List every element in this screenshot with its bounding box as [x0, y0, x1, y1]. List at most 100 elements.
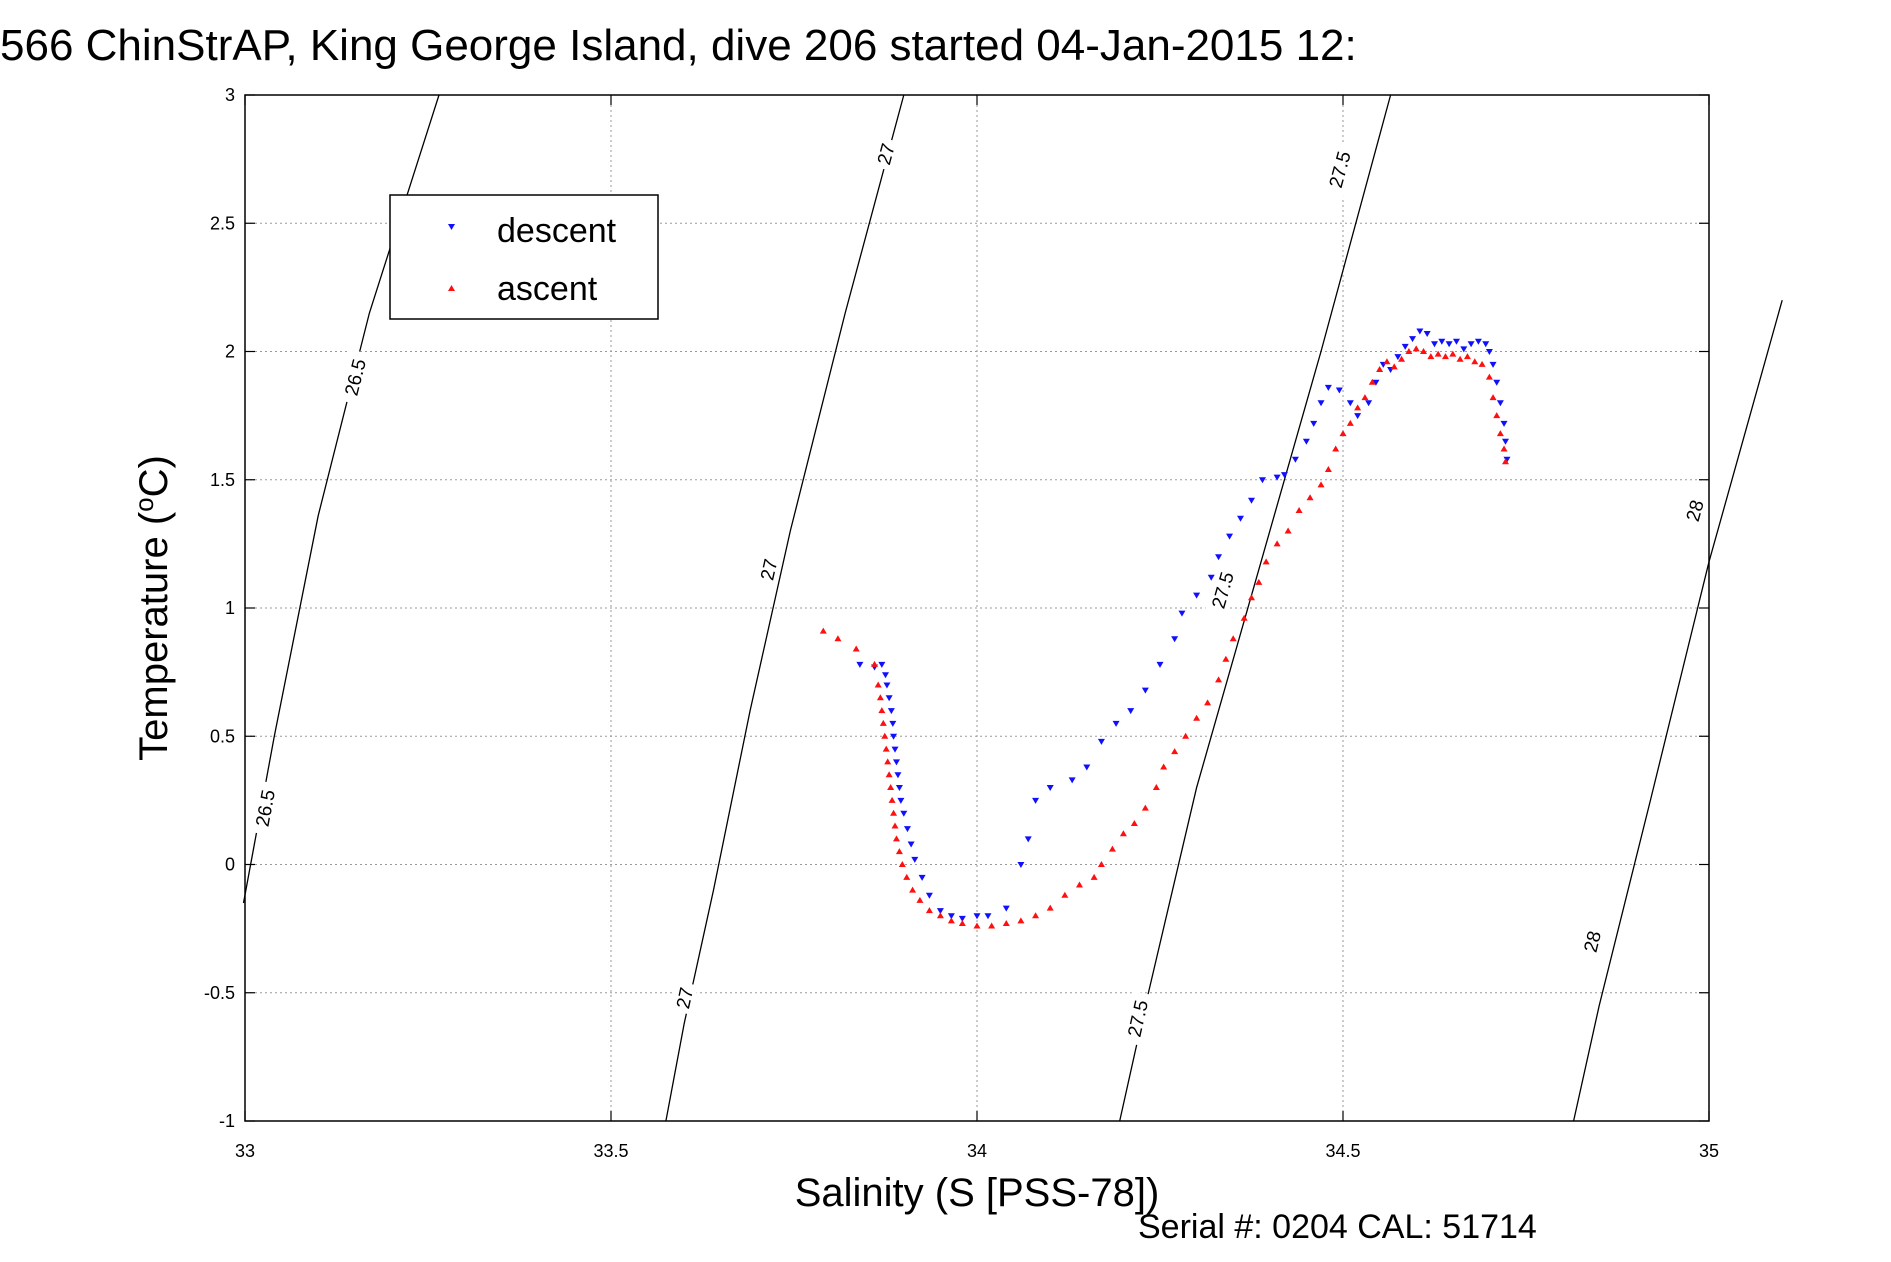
descent-point: [1302, 438, 1310, 445]
ascent-point: [1478, 360, 1486, 367]
descent-point: [882, 672, 889, 679]
descent-point: [1171, 636, 1179, 643]
ascent-point: [988, 922, 996, 929]
isopycnal-label-bg: [1679, 493, 1709, 528]
descent-point: [973, 913, 981, 920]
isopycnal-label-text: 28: [1581, 929, 1606, 955]
descent-point: [1258, 477, 1266, 484]
y-axis-label: Temperature (oC): [129, 455, 176, 761]
ascent-point: [1002, 919, 1010, 926]
legend-box: [389, 194, 659, 320]
descent-point: [1083, 764, 1091, 771]
ascent-point: [1502, 458, 1510, 465]
ascent-point: [1368, 378, 1376, 385]
ascent-series: [819, 345, 1510, 929]
descent-point: [1474, 338, 1482, 345]
ascent-point: [925, 907, 933, 914]
descent-point: [1416, 328, 1424, 335]
ascent-point: [1463, 353, 1471, 360]
isopycnal-label-bg: [670, 980, 699, 1015]
ascent-point: [1160, 763, 1168, 770]
ascent-point: [1339, 430, 1347, 437]
ascent-point: [909, 886, 917, 893]
y-tick-label: -1: [219, 1111, 235, 1131]
ascent-point: [1471, 358, 1479, 365]
ascent-point: [890, 809, 898, 816]
descent-point: [856, 661, 864, 668]
ascent-point: [1398, 355, 1406, 362]
descent-point: [1493, 379, 1501, 386]
ascent-point: [1346, 419, 1354, 426]
descent-point: [1467, 341, 1475, 348]
ascent-point: [1061, 891, 1069, 898]
descent-point: [1237, 515, 1245, 522]
x-tick-label: 33: [235, 1141, 255, 1161]
descent-point: [1317, 400, 1325, 407]
legend-descent-label: descent: [497, 212, 617, 250]
ascent-point: [1255, 578, 1263, 585]
ascent-point: [887, 784, 895, 791]
descent-point: [890, 733, 898, 740]
ascent-point: [1500, 445, 1508, 452]
ascent-point: [885, 771, 893, 778]
isopycnal-label-text: 27: [673, 986, 698, 1011]
ascent-point: [1130, 819, 1138, 826]
descent-point: [947, 913, 955, 920]
ascent-point: [958, 919, 966, 926]
x-tick-label: 34.5: [1325, 1141, 1360, 1161]
serial-cal-label: Serial #: 0204 CAL: 51714: [1138, 1208, 1537, 1246]
descent-point: [1423, 331, 1431, 338]
ascent-point: [1306, 494, 1314, 501]
descent-point: [1226, 533, 1234, 540]
ascent-point: [1108, 845, 1116, 852]
descent-point: [1178, 610, 1186, 617]
descent-point: [1485, 349, 1493, 355]
ascent-point: [891, 822, 899, 829]
descent-point: [1215, 554, 1223, 561]
ascent-point: [1222, 655, 1230, 662]
ascent-point: [1284, 527, 1292, 534]
isopycnal-label-bg: [754, 552, 783, 587]
descent-point: [1452, 338, 1460, 345]
ascent-point: [871, 660, 879, 667]
isopycnal-label-bg: [337, 349, 372, 406]
descent-point: [1460, 346, 1468, 353]
ascent-point: [1324, 465, 1332, 472]
ascent-point: [1412, 345, 1420, 352]
y-tick-label: 0.5: [210, 726, 235, 746]
isopycnal-label-bg: [1321, 141, 1357, 198]
ascent-point: [1032, 912, 1040, 919]
descent-point: [907, 841, 915, 848]
descent-point: [1445, 341, 1453, 348]
descent-point: [1354, 413, 1362, 420]
ascent-point: [1240, 614, 1248, 621]
ascent-point: [1204, 699, 1212, 706]
ascent-point: [895, 848, 903, 855]
descent-point: [883, 682, 891, 689]
descent-point: [1365, 400, 1373, 407]
descent-point: [1324, 384, 1332, 391]
descent-point: [1032, 797, 1040, 804]
descent-point: [958, 915, 966, 922]
x-axis-ticks: 33 33.5 34 34.5 35: [235, 95, 1719, 1161]
ascent-point: [916, 896, 924, 903]
ascent-point: [1075, 881, 1083, 888]
ascent-point: [1090, 873, 1098, 880]
descent-point: [1002, 905, 1010, 912]
descent-point: [1335, 387, 1343, 394]
descent-point: [891, 746, 899, 753]
ascent-point: [1046, 904, 1054, 911]
descent-point: [1068, 777, 1076, 784]
ascent-point: [1441, 353, 1449, 360]
y-tick-label: 2.5: [210, 213, 235, 233]
ascent-point: [1427, 353, 1435, 360]
ascent-point: [1141, 804, 1149, 811]
ascent-point: [1496, 430, 1504, 437]
descent-point: [1141, 687, 1149, 694]
descent-point: [1207, 574, 1215, 581]
ascent-point: [1215, 676, 1223, 683]
descent-point: [984, 913, 992, 920]
x-tick-label: 34: [967, 1141, 987, 1161]
ascent-point: [1182, 732, 1190, 739]
ascent-point: [1449, 350, 1457, 357]
